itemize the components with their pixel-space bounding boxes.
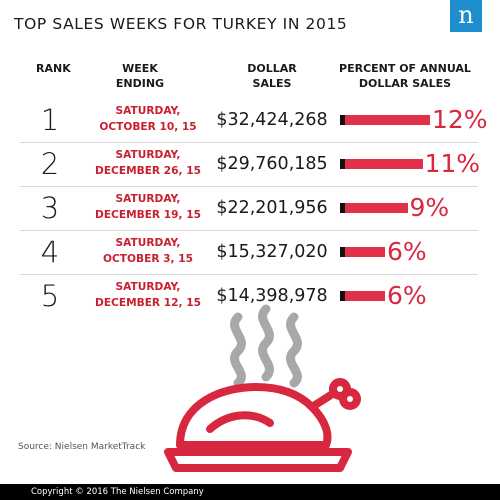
percent-bar	[340, 247, 385, 257]
dollar-sales: $32,424,268	[216, 110, 328, 130]
nielsen-logo-icon: n	[450, 0, 482, 32]
copyright: Copyright © 2016 The Nielsen Company	[31, 487, 204, 497]
footer-bar: Copyright © 2016 The Nielsen Company	[0, 484, 500, 500]
week-ending: SATURDAY, DECEMBER 26, 15	[78, 147, 218, 179]
week-line1: SATURDAY,	[115, 281, 181, 293]
week-line1: SATURDAY,	[115, 105, 181, 117]
dollar-sales: $22,201,956	[216, 198, 328, 218]
header-sales-line1: DOLLAR	[247, 62, 297, 75]
row-divider	[20, 230, 478, 231]
week-ending: SATURDAY, OCTOBER 10, 15	[78, 103, 218, 135]
header-week-line1: WEEK	[122, 62, 158, 75]
table-row: 1 SATURDAY, OCTOBER 10, 15 $32,424,268 12%	[0, 98, 500, 142]
dollar-sales: $14,398,978	[216, 286, 328, 306]
percent-label: 6%	[387, 281, 427, 310]
week-ending: SATURDAY, OCTOBER 3, 15	[78, 235, 218, 267]
week-line2: DECEMBER 19, 15	[95, 209, 201, 221]
percent-bar	[340, 203, 408, 213]
header-percent: PERCENT OF ANNUAL DOLLAR SALES	[330, 61, 480, 91]
header-dollar-sales: DOLLAR SALES	[214, 61, 330, 91]
header-week-line2: ENDING	[115, 77, 165, 90]
header-pct-line1: PERCENT OF ANNUAL	[339, 62, 471, 75]
rank-number: 3	[40, 191, 60, 225]
percent-label: 12%	[432, 105, 488, 134]
percent-label: 9%	[409, 193, 450, 222]
week-line1: SATURDAY,	[115, 149, 181, 161]
header-sales-line2: SALES	[252, 77, 292, 90]
table-row: 5 SATURDAY, DECEMBER 12, 15 $14,398,978 6%	[0, 274, 500, 318]
week-line2: OCTOBER 3, 15	[103, 253, 193, 265]
steam-icon	[230, 304, 302, 388]
rank-number: 2	[40, 147, 60, 181]
header-pct-line2: DOLLAR SALES	[358, 77, 452, 90]
table-row: 3 SATURDAY, DECEMBER 19, 15 $22,201,956 9%	[0, 186, 500, 230]
source-note: Source: Nielsen MarketTrack	[18, 442, 146, 452]
percent-bar	[340, 115, 430, 125]
percent-bar	[340, 291, 385, 301]
week-line1: SATURDAY,	[115, 193, 181, 205]
percent-label: 11%	[424, 149, 481, 178]
table-row: 2 SATURDAY, DECEMBER 26, 15 $29,760,185 11%	[0, 142, 500, 186]
week-ending: SATURDAY, DECEMBER 12, 15	[78, 279, 218, 311]
header-week-ending: WEEK ENDING	[90, 61, 190, 91]
row-divider	[20, 274, 478, 275]
turkey-illustration	[164, 304, 361, 472]
rank-number: 5	[40, 279, 60, 313]
table-row: 4 SATURDAY, OCTOBER 3, 15 $15,327,020 6%	[0, 230, 500, 274]
dollar-sales: $29,760,185	[216, 154, 328, 174]
week-line2: DECEMBER 12, 15	[95, 297, 201, 309]
week-line1: SATURDAY,	[115, 237, 181, 249]
rank-number: 4	[40, 235, 60, 269]
dollar-sales: $15,327,020	[216, 242, 328, 262]
row-divider	[20, 142, 478, 143]
header-rank: RANK	[36, 62, 71, 75]
row-divider	[20, 186, 478, 187]
rank-number: 1	[40, 103, 60, 137]
week-ending: SATURDAY, DECEMBER 19, 15	[78, 191, 218, 223]
roast-turkey-icon	[164, 378, 361, 472]
percent-label: 6%	[387, 237, 427, 266]
week-line2: OCTOBER 10, 15	[99, 121, 197, 133]
chart-title: TOP SALES WEEKS FOR TURKEY IN 2015	[14, 15, 348, 33]
percent-bar	[340, 159, 423, 169]
week-line2: DECEMBER 26, 15	[95, 165, 201, 177]
